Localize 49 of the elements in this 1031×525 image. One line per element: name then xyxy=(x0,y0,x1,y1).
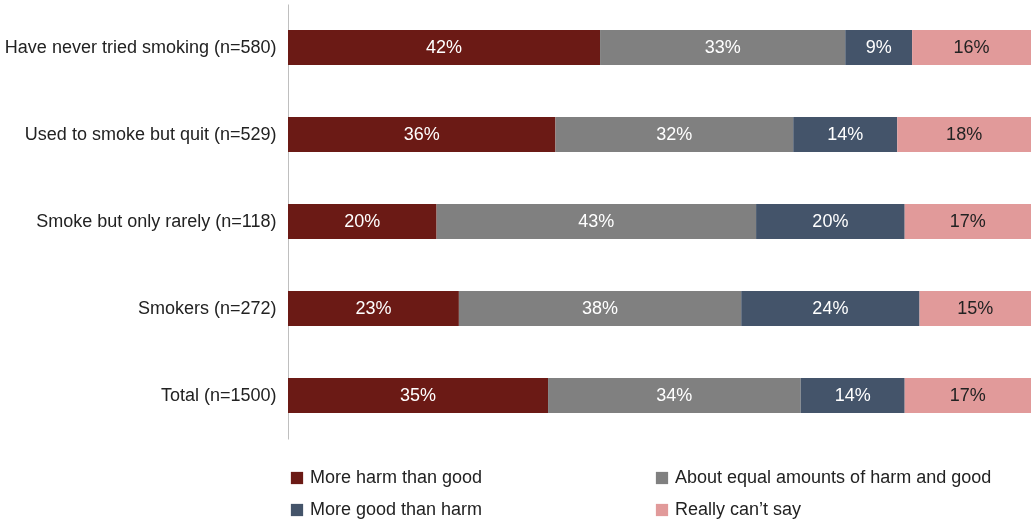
bar xyxy=(548,378,801,413)
y-tick-label: Smokers (n=272) xyxy=(137,297,277,318)
data-label: 16% xyxy=(953,36,990,57)
data-label: 20% xyxy=(344,210,381,231)
bar xyxy=(436,204,757,239)
y-tick-label: Have never tried smoking (n=580) xyxy=(4,36,277,57)
legend-label: More harm than good xyxy=(310,467,483,487)
bar xyxy=(756,204,905,239)
data-label: 20% xyxy=(812,210,849,231)
y-tick-label: Used to smoke but quit (n=529) xyxy=(24,123,277,144)
bar xyxy=(600,30,846,65)
data-label: 18% xyxy=(946,123,983,144)
bar xyxy=(741,291,920,326)
bar xyxy=(793,117,898,152)
legend-label: More good than harm xyxy=(310,499,483,519)
legend-label: About equal amounts of harm and good xyxy=(675,467,992,487)
data-label: 34% xyxy=(656,384,693,405)
data-label: 42% xyxy=(426,36,463,57)
bar xyxy=(919,291,1031,326)
bar xyxy=(288,291,459,326)
data-label: 38% xyxy=(582,297,619,318)
bar xyxy=(288,117,556,152)
data-label: 17% xyxy=(949,210,986,231)
data-label: 36% xyxy=(403,123,440,144)
bar xyxy=(904,204,1031,239)
data-label: 35% xyxy=(400,384,437,405)
bar xyxy=(555,117,794,152)
data-label: 17% xyxy=(949,384,986,405)
legend-label: Really can’t say xyxy=(675,499,802,519)
data-label: 9% xyxy=(865,36,892,57)
data-label: 43% xyxy=(578,210,615,231)
bar xyxy=(800,378,905,413)
data-label: 33% xyxy=(704,36,741,57)
data-label: 32% xyxy=(656,123,693,144)
data-label: 24% xyxy=(812,297,849,318)
bar xyxy=(912,30,1031,65)
bar xyxy=(845,30,913,65)
bar xyxy=(288,378,549,413)
bar xyxy=(288,204,437,239)
data-label: 23% xyxy=(355,297,392,318)
data-label: 15% xyxy=(957,297,994,318)
data-label: 14% xyxy=(834,384,871,405)
data-label: 14% xyxy=(827,123,864,144)
y-tick-label: Smoke but only rarely (n=118) xyxy=(36,210,277,231)
bar xyxy=(904,378,1031,413)
bar xyxy=(897,117,1031,152)
y-tick-label: Total (n=1500) xyxy=(160,384,277,405)
bar xyxy=(288,30,601,65)
bar xyxy=(458,291,742,326)
